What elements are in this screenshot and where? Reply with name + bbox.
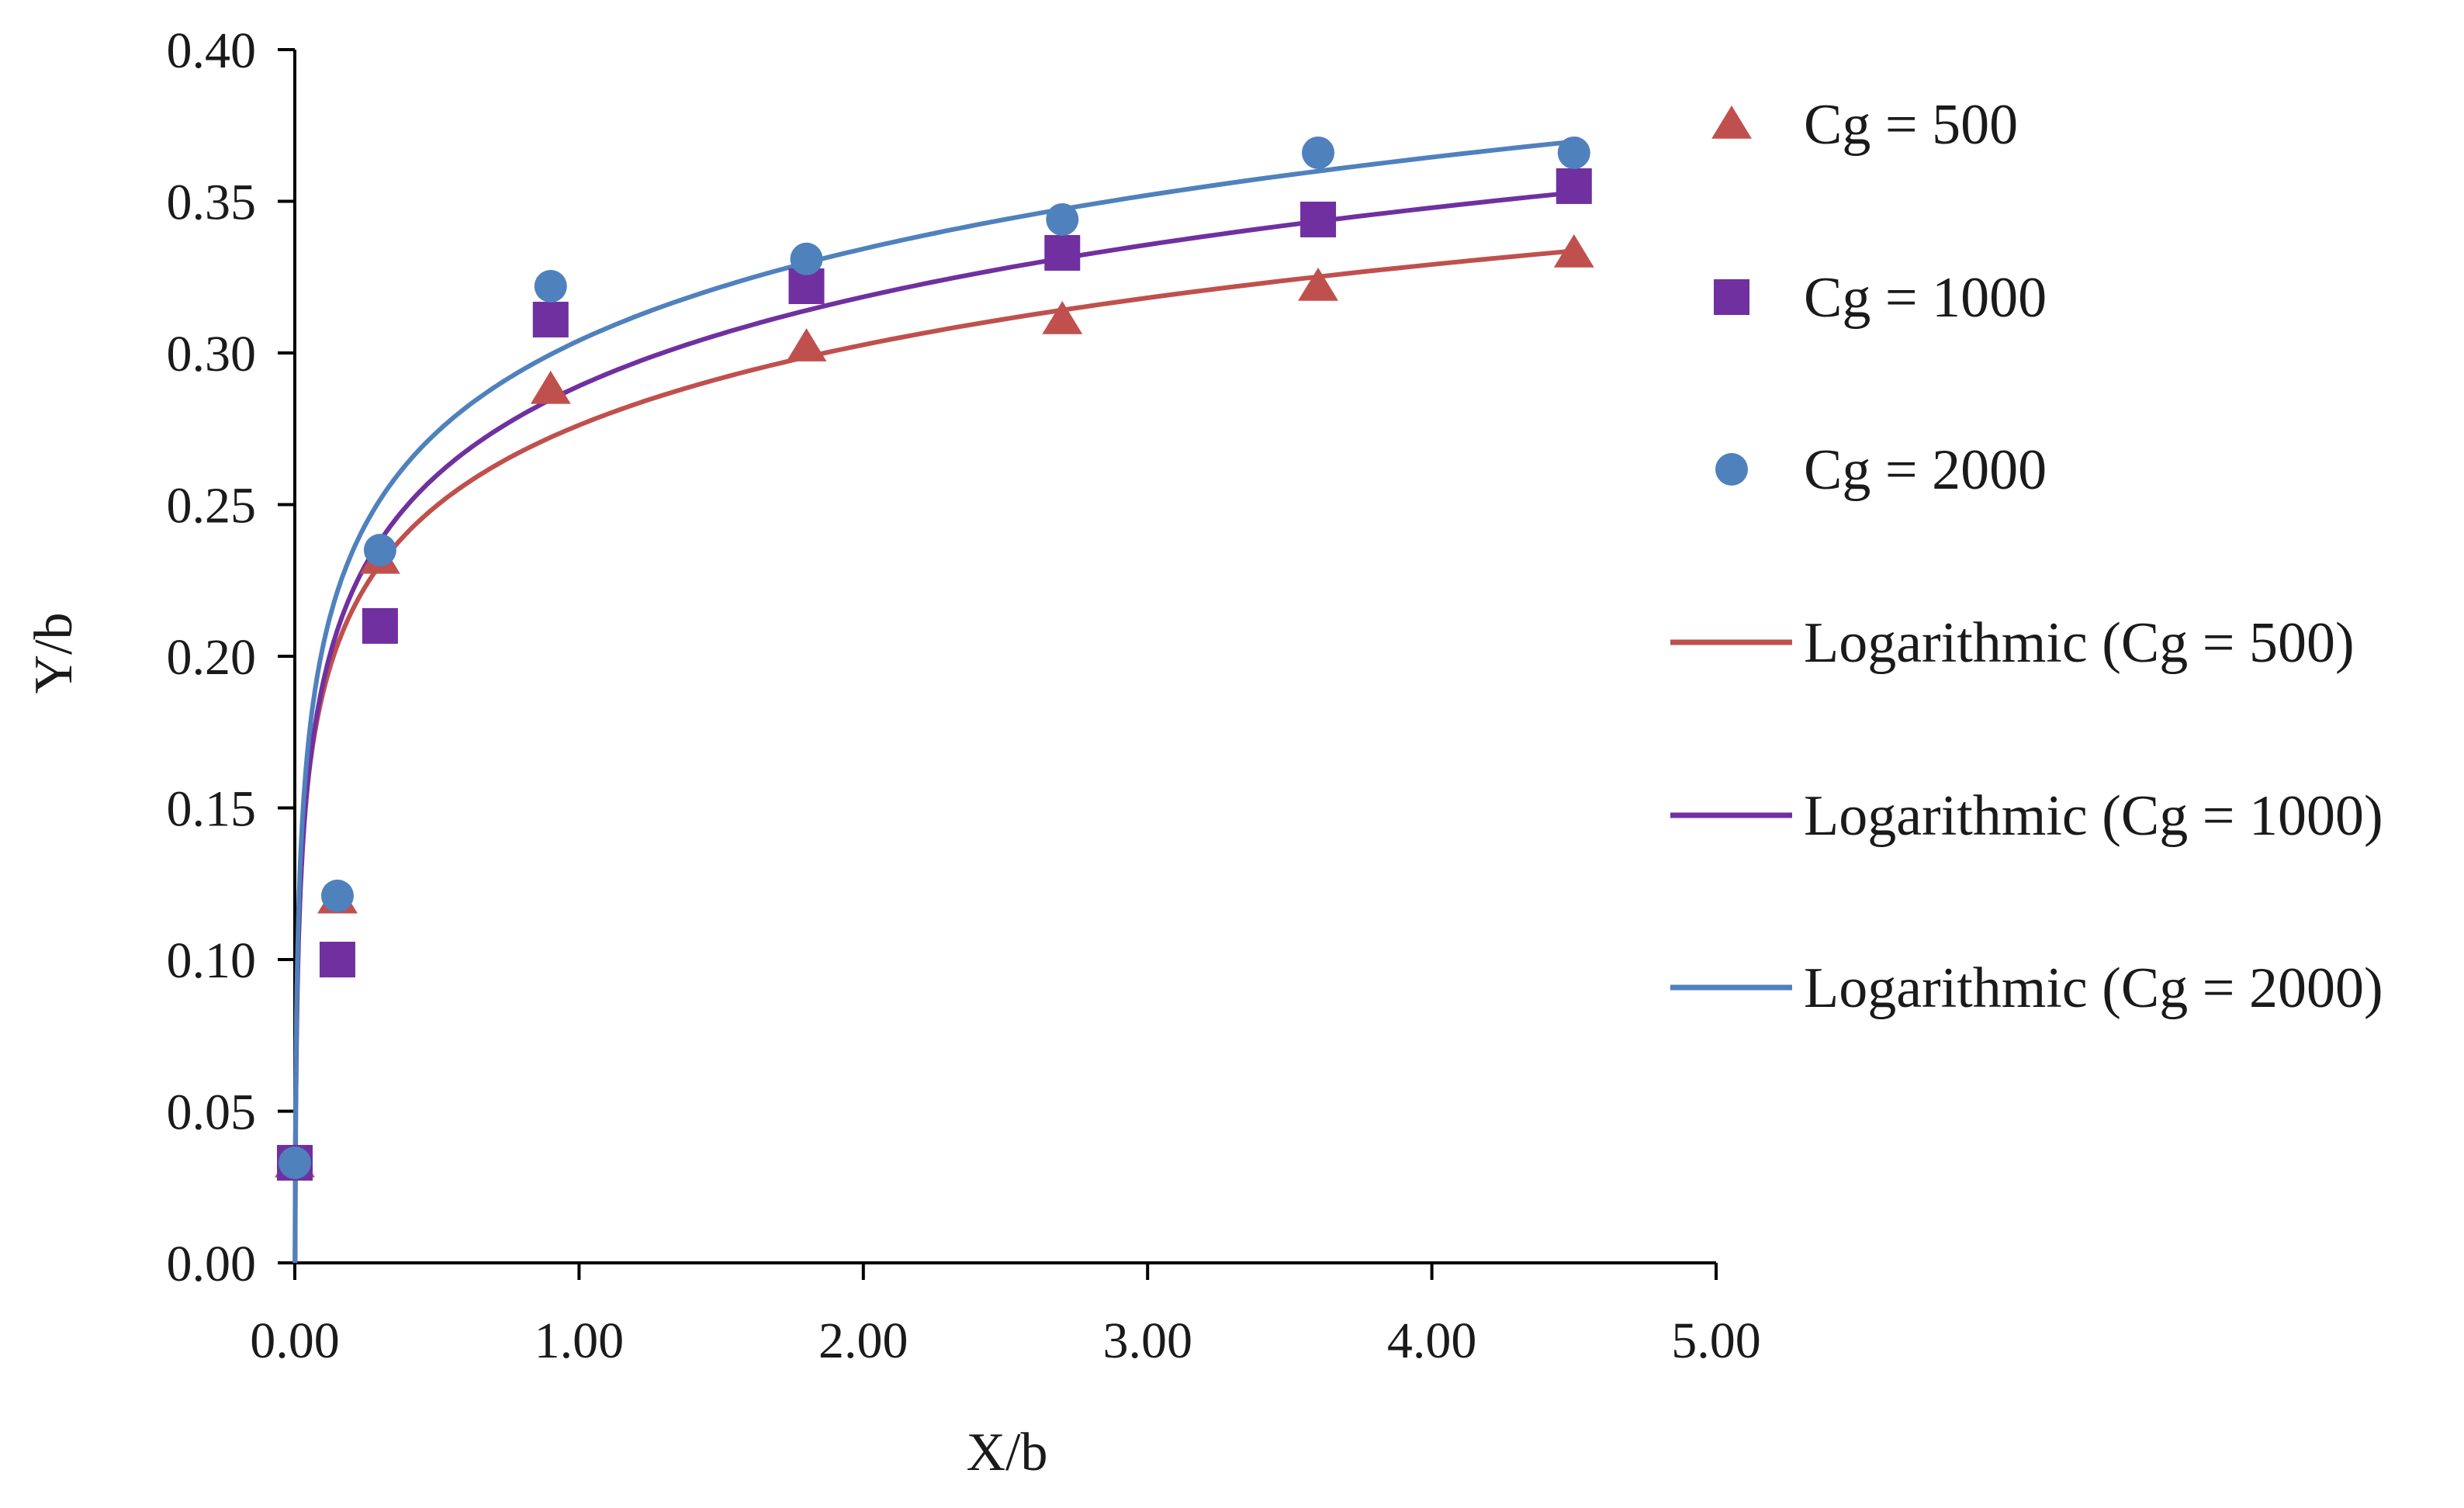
data-point bbox=[320, 879, 354, 912]
data-point bbox=[1298, 267, 1338, 301]
legend-marker bbox=[1711, 105, 1752, 139]
legend-label: Logarithmic (Cg = 1000) bbox=[1804, 784, 2383, 848]
data-point bbox=[1557, 136, 1590, 169]
x-tick-label: 5.00 bbox=[1671, 1313, 1761, 1369]
data-point bbox=[1044, 234, 1081, 271]
y-tick-label: 0.10 bbox=[167, 932, 257, 989]
legend-marker bbox=[1714, 279, 1749, 315]
data-point bbox=[790, 242, 823, 275]
data-point bbox=[1302, 136, 1335, 169]
y-tick-label: 0.20 bbox=[167, 629, 257, 686]
legend-marker bbox=[1715, 453, 1748, 486]
data-point bbox=[319, 942, 355, 977]
y-tick-label: 0.15 bbox=[167, 781, 257, 838]
legend-label: Cg = 1000 bbox=[1804, 266, 2047, 330]
trendline bbox=[292, 139, 1575, 1264]
y-tick-label: 0.05 bbox=[167, 1084, 257, 1141]
data-point bbox=[1300, 201, 1337, 237]
data-point bbox=[530, 370, 571, 404]
data-markers bbox=[275, 136, 1594, 1181]
y-axis-title: Y/b bbox=[24, 613, 84, 694]
legend-label: Logarithmic (Cg = 2000) bbox=[1804, 956, 2383, 1020]
data-point bbox=[1046, 202, 1079, 236]
x-tick-label: 0.00 bbox=[250, 1313, 340, 1369]
x-tick-label: 4.00 bbox=[1387, 1313, 1477, 1369]
y-tick-label: 0.30 bbox=[167, 326, 257, 382]
data-point bbox=[363, 534, 396, 567]
data-point bbox=[1556, 168, 1592, 204]
axes: 0.00 1.00 2.00 3.00 4.00 5.00 0.00 0.05 0.10 0.15… bbox=[167, 22, 1761, 1369]
legend-label: Logarithmic (Cg = 500) bbox=[1804, 611, 2355, 675]
legend-label: Cg = 500 bbox=[1804, 93, 2018, 157]
trendline bbox=[292, 248, 1575, 1264]
x-tick-label: 2.00 bbox=[818, 1313, 908, 1369]
y-tick-label: 0.40 bbox=[167, 22, 257, 79]
data-point bbox=[786, 328, 827, 361]
data-point bbox=[279, 1146, 311, 1179]
data-point bbox=[534, 269, 567, 303]
legend: Cg = 500 Cg = 1000 Cg = 2000 Logarithmic (C… bbox=[1670, 93, 2383, 1020]
x-tick-label: 3.00 bbox=[1102, 1313, 1192, 1369]
trendline bbox=[292, 190, 1575, 1264]
y-tick-label: 0.00 bbox=[167, 1236, 257, 1292]
legend-label: Cg = 2000 bbox=[1804, 438, 2047, 502]
y-tick-label: 0.25 bbox=[167, 478, 257, 534]
x-tick-label: 1.00 bbox=[535, 1313, 625, 1369]
data-point bbox=[1553, 233, 1594, 268]
y-tick-label: 0.35 bbox=[167, 175, 257, 231]
data-point bbox=[532, 301, 569, 337]
data-point bbox=[362, 607, 398, 644]
data-point bbox=[1042, 300, 1083, 334]
x-axis-title: X/b bbox=[967, 1423, 1048, 1482]
trendlines bbox=[292, 139, 1575, 1264]
